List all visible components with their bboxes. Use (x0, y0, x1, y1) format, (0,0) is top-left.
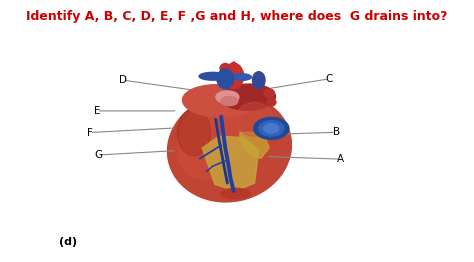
Polygon shape (240, 132, 269, 158)
Text: D: D (119, 75, 127, 85)
Polygon shape (202, 136, 259, 191)
Ellipse shape (182, 85, 255, 117)
Ellipse shape (177, 101, 240, 179)
Ellipse shape (264, 89, 274, 97)
Ellipse shape (216, 91, 239, 103)
Circle shape (264, 124, 279, 133)
Ellipse shape (217, 69, 234, 89)
Ellipse shape (199, 72, 226, 80)
Text: B: B (333, 127, 340, 137)
Ellipse shape (221, 96, 238, 106)
Text: A: A (337, 154, 344, 164)
Text: G: G (94, 150, 102, 160)
Text: F: F (87, 128, 92, 138)
Text: (d): (d) (59, 237, 77, 247)
Ellipse shape (220, 63, 230, 73)
Circle shape (254, 117, 289, 139)
Polygon shape (228, 62, 242, 81)
Ellipse shape (224, 64, 244, 89)
Ellipse shape (177, 109, 210, 156)
Text: C: C (325, 74, 333, 84)
Ellipse shape (253, 72, 265, 89)
Ellipse shape (233, 74, 251, 80)
Circle shape (259, 121, 284, 136)
Ellipse shape (221, 188, 250, 199)
Text: Identify A, B, C, D, E, F ,G and H, where does  G drains into?: Identify A, B, C, D, E, F ,G and H, wher… (26, 10, 448, 23)
Ellipse shape (167, 94, 292, 202)
Text: E: E (93, 106, 100, 116)
Ellipse shape (267, 99, 276, 106)
Ellipse shape (221, 84, 275, 110)
Ellipse shape (236, 102, 273, 136)
